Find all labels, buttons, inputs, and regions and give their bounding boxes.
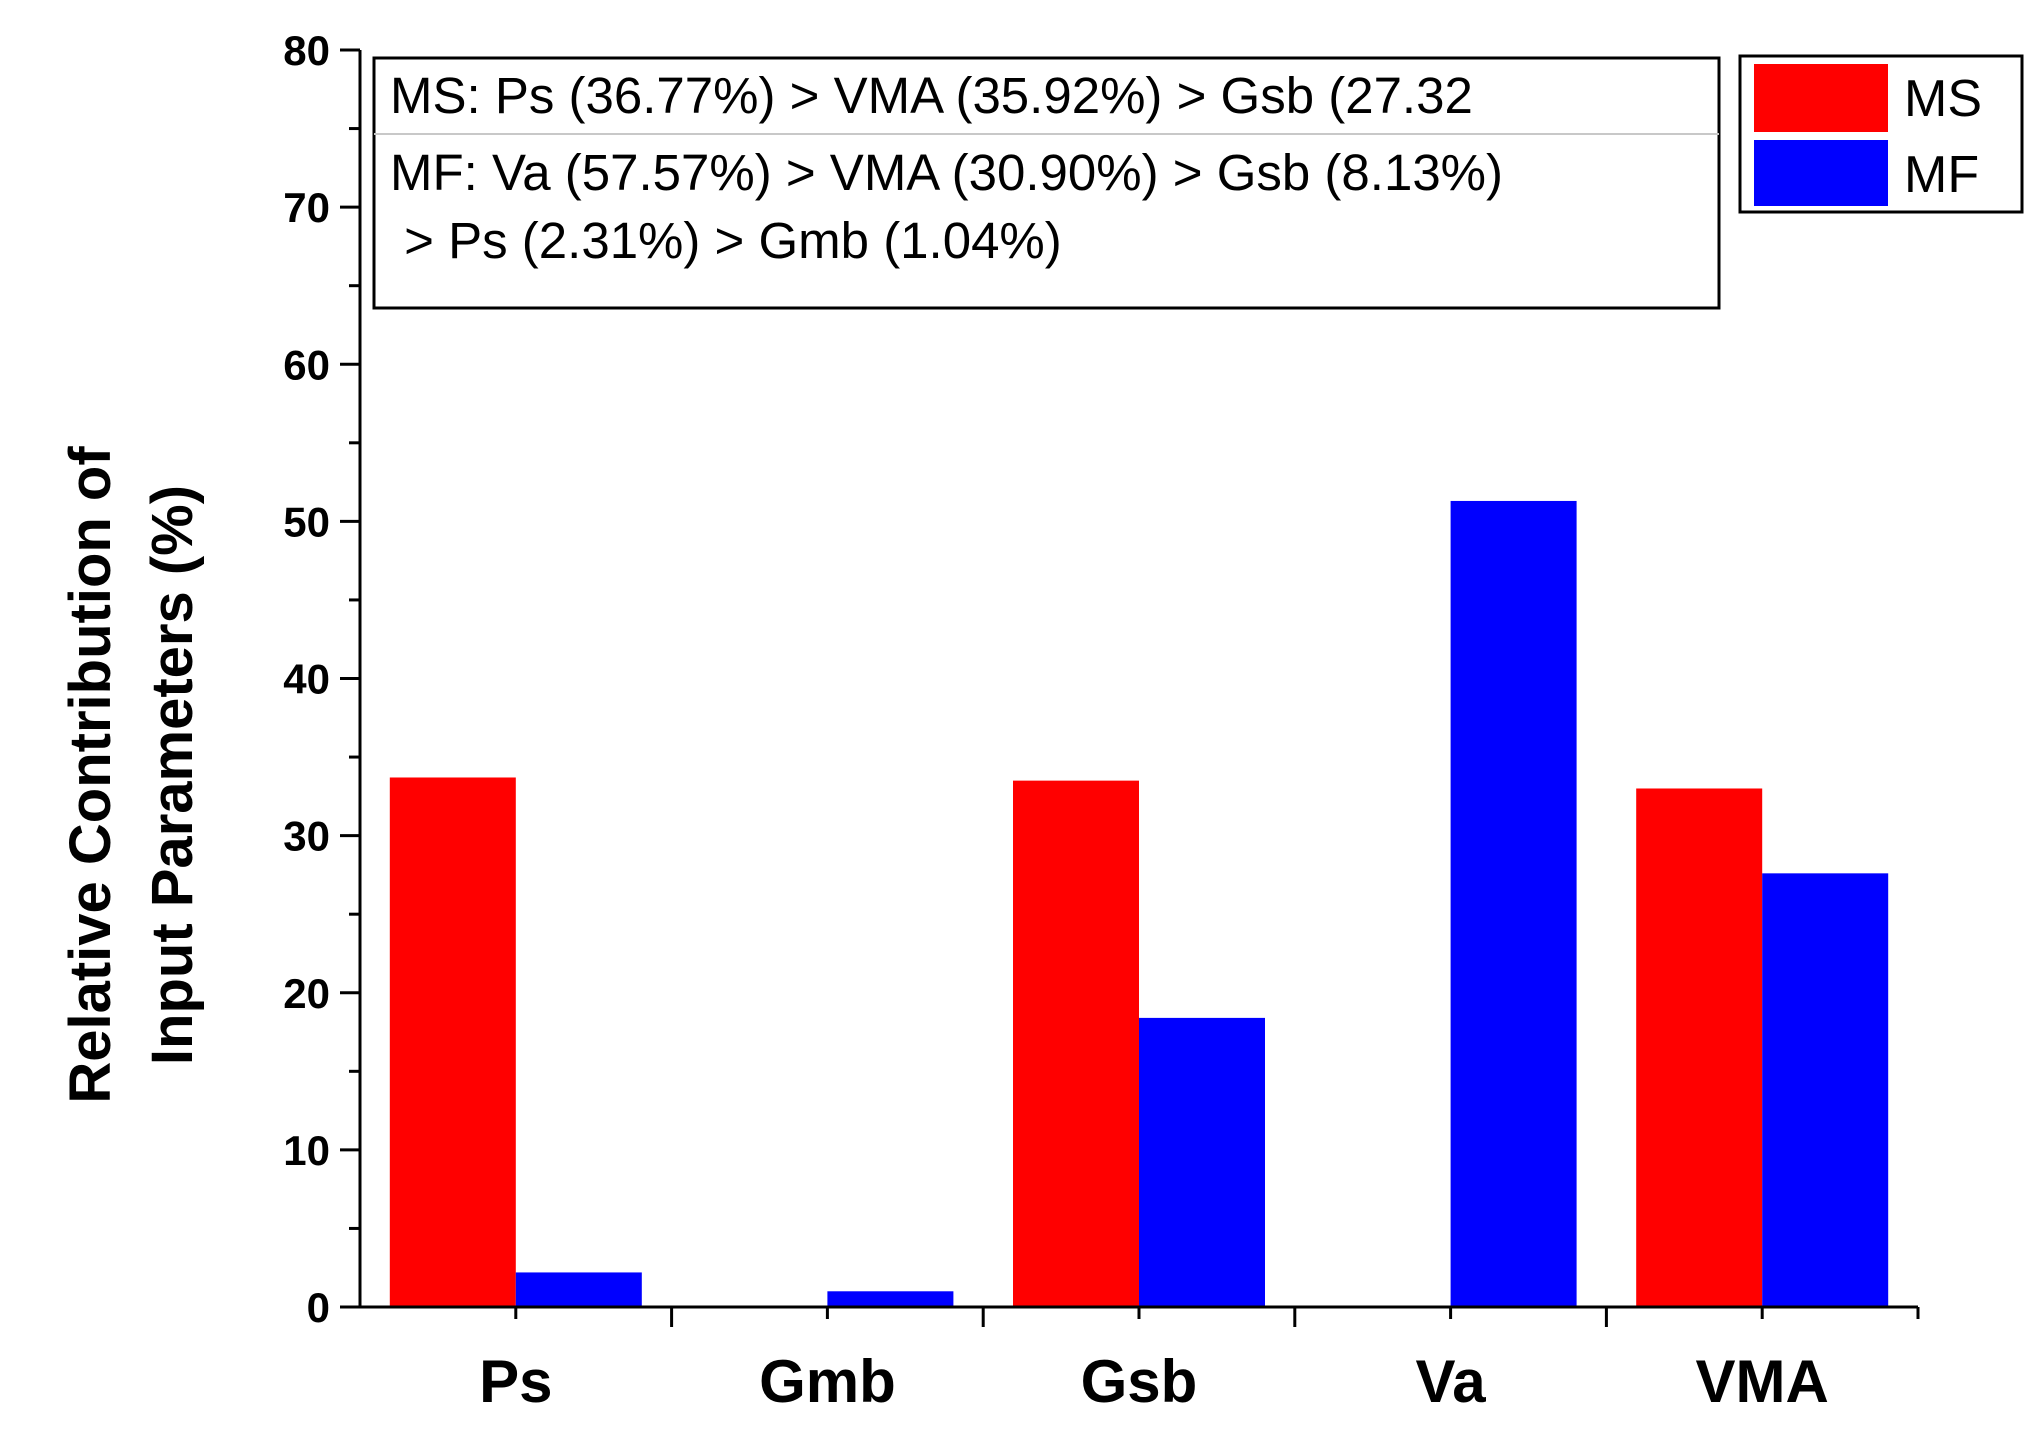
y-tick-label: 0 (307, 1284, 330, 1331)
y-tick-label: 30 (283, 813, 330, 860)
bar-mf-vma (1762, 873, 1889, 1307)
x-category-label-gsb: Gsb (1081, 1348, 1198, 1415)
x-category-label-va: Va (1416, 1348, 1487, 1415)
annotation-box: MS: Ps (36.77%) > VMA (35.92%) > Gsb (27… (372, 56, 1721, 310)
y-tick-label: 10 (283, 1127, 330, 1174)
bar-ms-ps (389, 777, 516, 1307)
y-tick-label: 20 (283, 970, 330, 1017)
y-tick-label: 70 (283, 184, 330, 231)
x-category-label-gmb: Gmb (759, 1348, 896, 1415)
y-tick-label: 80 (283, 27, 330, 74)
bar-mf-gmb (827, 1291, 954, 1307)
legend-swatch-ms (1754, 64, 1888, 132)
legend-label-ms: MS (1904, 70, 1982, 128)
legend: MS MF (1738, 54, 2024, 214)
annotation-frame (372, 56, 1721, 310)
bar-ms-vma (1636, 788, 1763, 1307)
annotation-ms-ranking: MS: Ps (36.77%) > VMA (35.92%) > Gsb (27… (390, 67, 1473, 124)
bars-group (389, 500, 1889, 1308)
bar-ms-gsb (1013, 780, 1139, 1307)
x-category-label-vma: VMA (1696, 1348, 1829, 1415)
y-axis-label: Relative Contribution of Input Parameter… (58, 446, 205, 1104)
y-axis-label-line-1: Relative Contribution of (58, 446, 123, 1104)
y-tick-label: 40 (283, 656, 330, 703)
y-axis-label-line-2: Input Parameters (%) (140, 485, 205, 1065)
y-tick-label: 60 (283, 341, 330, 388)
legend-label-mf: MF (1904, 146, 1979, 204)
y-tick-label: 50 (283, 498, 330, 545)
axes-group: 0 10 20 30 40 50 60 70 80 Ps Gmb Gsb Va VMA (283, 27, 1920, 1415)
legend-swatch-mf (1754, 140, 1888, 206)
bar-mf-gsb (1139, 1017, 1265, 1307)
bar-mf-va (1450, 500, 1577, 1308)
x-category-label-ps: Ps (479, 1348, 552, 1415)
bar-mf-ps (515, 1272, 642, 1307)
annotation-mf-ranking: MF: Va (57.57%) > VMA (30.90%) > Gsb (8.… (390, 144, 1503, 201)
annotation-mf-ranking-continued: > Ps (2.31%) > Gmb (1.04%) (390, 212, 1062, 269)
